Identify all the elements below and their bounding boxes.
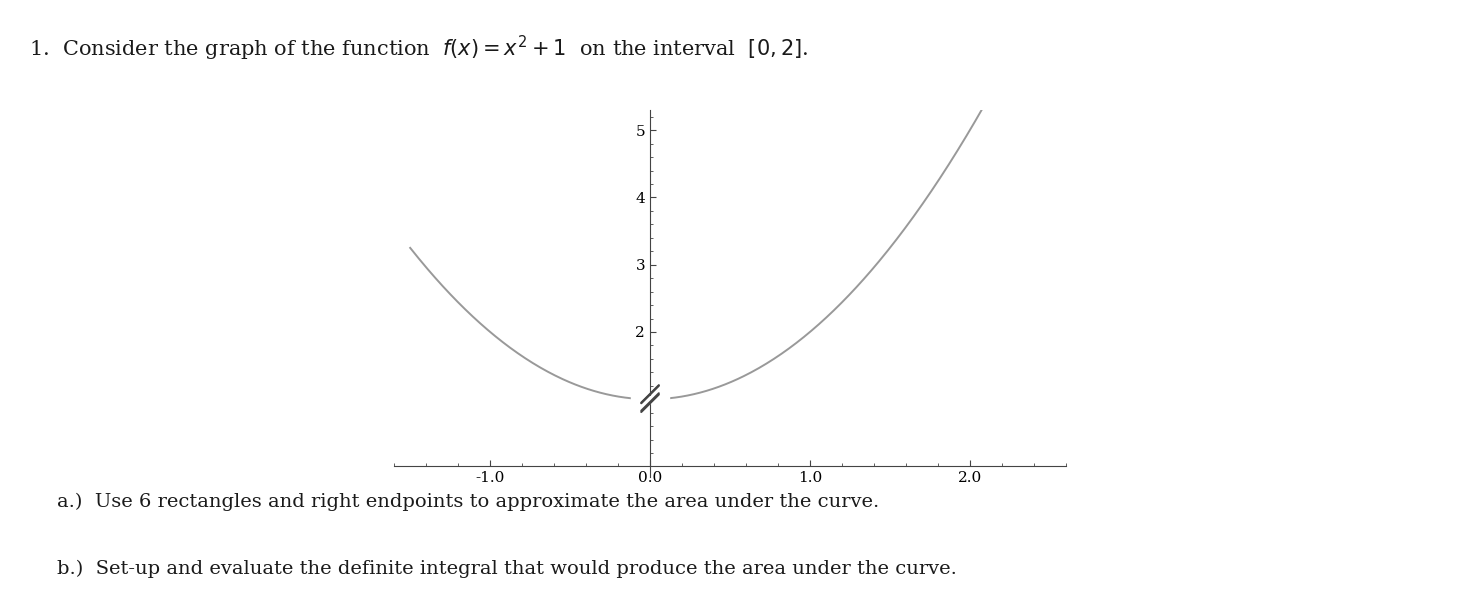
Text: b.)  Set-up and evaluate the definite integral that would produce the area under: b.) Set-up and evaluate the definite int… [57,560,958,578]
Text: a.)  Use 6 rectangles and right endpoints to approximate the area under the curv: a.) Use 6 rectangles and right endpoints… [57,492,879,511]
Text: 1.  Consider the graph of the function  $f(x) = x^2 + 1$  on the interval  $[0, : 1. Consider the graph of the function $f… [29,34,809,64]
